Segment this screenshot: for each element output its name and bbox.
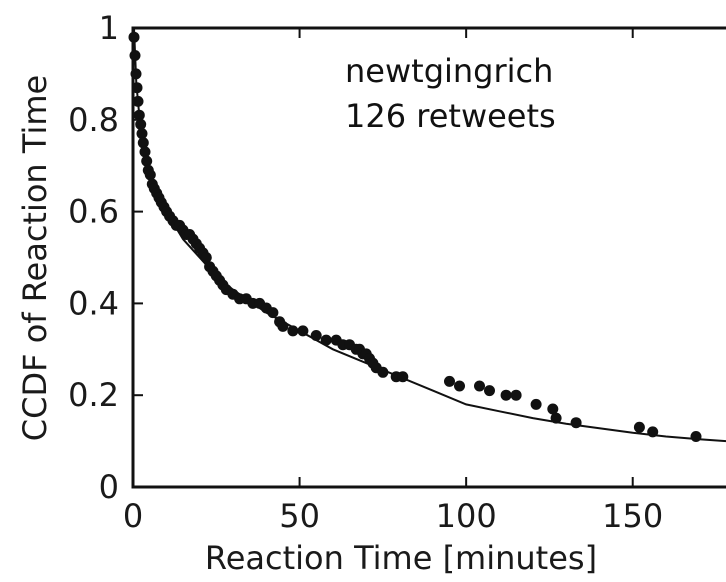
- y-tick-label: 0: [99, 468, 119, 506]
- data-point: [135, 118, 147, 130]
- axis-ticks: 0 50 100 150 0 0.2 0.4 0.6 0.8 1: [68, 9, 663, 535]
- data-point: [287, 325, 299, 337]
- y-tick-label: 0.2: [68, 376, 119, 414]
- data-point: [500, 389, 512, 401]
- data-point: [132, 95, 144, 107]
- data-point: [139, 146, 151, 158]
- plot-frame: [131, 26, 726, 489]
- data-point: [133, 109, 145, 121]
- annotation-retweet-count: 126 retweets: [345, 97, 556, 135]
- y-tick-label: 0.8: [68, 101, 119, 139]
- data-point: [530, 398, 542, 410]
- data-point: [454, 380, 465, 392]
- x-tick-label: 0: [123, 497, 143, 535]
- data-point: [397, 371, 409, 383]
- y-tick-label: 1: [99, 9, 119, 47]
- data-point: [267, 307, 279, 319]
- data-point: [137, 137, 149, 149]
- data-point: [550, 412, 562, 424]
- data-point: [144, 169, 156, 181]
- y-tick-label: 0.4: [68, 284, 119, 322]
- data-point: [310, 330, 322, 341]
- x-axis-label: Reaction Time [minutes]: [205, 539, 597, 577]
- data-point: [320, 334, 332, 346]
- x-tick-label: 150: [602, 497, 663, 535]
- data-point: [547, 403, 559, 415]
- data-point: [484, 385, 495, 397]
- data-point: [277, 320, 289, 332]
- data-point: [444, 375, 455, 387]
- x-tick-label: 50: [279, 497, 320, 535]
- data-point: [510, 389, 522, 401]
- y-tick-label: 0.6: [68, 193, 119, 231]
- data-point: [633, 421, 645, 433]
- data-point: [297, 325, 309, 337]
- data-point: [570, 417, 582, 429]
- data-point: [200, 252, 212, 263]
- data-point: [136, 128, 148, 140]
- data-point: [129, 50, 141, 61]
- data-point: [690, 431, 702, 442]
- annotation-user: newtgingrich: [345, 52, 553, 90]
- data-point: [474, 380, 485, 392]
- x-tick-label: 100: [436, 497, 497, 535]
- plot-marks: [128, 27, 726, 443]
- data-point: [647, 426, 659, 438]
- data-point: [141, 155, 153, 167]
- y-axis-label: CCDF of Reaction Time: [16, 75, 54, 441]
- data-point: [377, 366, 389, 378]
